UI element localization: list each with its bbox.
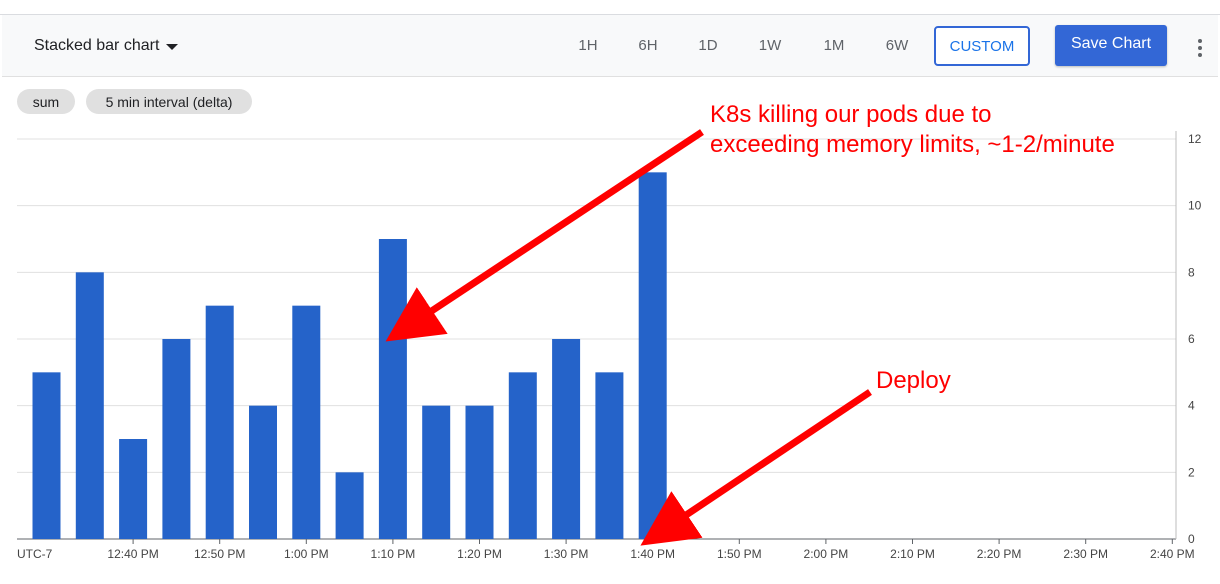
- bar-6[interactable]: [292, 305, 321, 539]
- x-tick-label-1: 12:50 PM: [194, 547, 245, 561]
- y-tick-label-6: 12: [1188, 132, 1202, 146]
- bar-9[interactable]: [422, 405, 451, 539]
- aggregation-chip[interactable]: sum: [17, 89, 75, 114]
- bar-3[interactable]: [162, 339, 191, 539]
- y-tick-label-3: 6: [1188, 332, 1195, 346]
- bar-5[interactable]: [249, 405, 277, 539]
- y-tick-label-4: 8: [1188, 265, 1195, 279]
- bar-4[interactable]: [205, 305, 234, 539]
- bar-2[interactable]: [119, 439, 148, 539]
- x-tick-label-8: 2:00 PM: [804, 547, 849, 561]
- x-tick-label-4: 1:20 PM: [457, 547, 502, 561]
- x-tick-label-9: 2:10 PM: [890, 547, 935, 561]
- range-6h-button[interactable]: 6H: [638, 37, 658, 54]
- y-tick-label-2: 4: [1188, 399, 1195, 413]
- x-tick-label-11: 2:30 PM: [1063, 547, 1108, 561]
- x-tick-label-12: 2:40 PM: [1150, 547, 1195, 561]
- range-1m-button[interactable]: 1M: [823, 37, 845, 54]
- chart-toolbar: Stacked bar chart 1H 6H 1D 1W 1M 6W CUST…: [2, 15, 1218, 77]
- annotation-0-line-0: K8s killing our pods due to: [710, 101, 992, 128]
- more-vert-icon[interactable]: [1194, 39, 1206, 59]
- caret-down-icon: [166, 43, 179, 50]
- x-tick-label-0: 12:40 PM: [107, 547, 158, 561]
- x-tick-label-5: 1:30 PM: [544, 547, 589, 561]
- range-1d-button[interactable]: 1D: [698, 37, 718, 54]
- top-divider: [0, 14, 1220, 15]
- interval-chip[interactable]: 5 min interval (delta): [86, 89, 252, 114]
- x-tick-label-10: 2:20 PM: [977, 547, 1022, 561]
- range-1w-button[interactable]: 1W: [758, 37, 782, 54]
- x-tick-label-6: 1:40 PM: [630, 547, 675, 561]
- range-1h-button[interactable]: 1H: [578, 37, 598, 54]
- x-tick-label-2: 1:00 PM: [284, 547, 329, 561]
- bar-11[interactable]: [508, 372, 537, 539]
- bar-1[interactable]: [75, 272, 104, 539]
- custom-range-button[interactable]: CUSTOM: [934, 26, 1030, 66]
- bar-14[interactable]: [638, 172, 667, 540]
- bar-13[interactable]: [595, 372, 624, 539]
- bar-7[interactable]: [335, 472, 364, 539]
- bar-0[interactable]: [32, 372, 61, 539]
- x-tick-label-7: 1:50 PM: [717, 547, 762, 561]
- chart-type-label: Stacked bar chart: [34, 37, 160, 54]
- y-tick-label-1: 2: [1188, 465, 1195, 479]
- y-tick-label-0: 0: [1188, 532, 1195, 546]
- y-tick-label-5: 10: [1188, 199, 1202, 213]
- bar-10[interactable]: [465, 405, 494, 539]
- annotation-arrow-0: [385, 129, 704, 342]
- x-tick-label-3: 1:10 PM: [371, 547, 416, 561]
- timezone-label: UTC-7: [17, 547, 53, 561]
- annotation-1-line-0: Deploy: [876, 367, 951, 394]
- annotation-0-line-1: exceeding memory limits, ~1-2/minute: [710, 131, 1115, 158]
- chart-type-dropdown[interactable]: Stacked bar chart: [34, 37, 179, 55]
- range-6w-button[interactable]: 6W: [885, 37, 909, 54]
- annotation-arrow-1: [640, 389, 872, 546]
- bar-12[interactable]: [552, 339, 581, 539]
- save-chart-button[interactable]: Save Chart: [1055, 25, 1167, 66]
- bar-8[interactable]: [378, 239, 407, 539]
